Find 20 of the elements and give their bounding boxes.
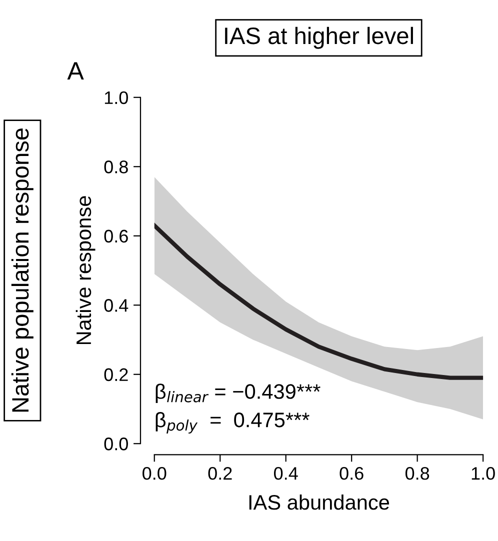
x-tick-label: 0.8 — [405, 467, 430, 480]
y-tick-label: 0.2 — [104, 368, 128, 382]
y-tick-label: 0.4 — [104, 299, 128, 312]
x-tick-label: 0.4 — [274, 467, 298, 480]
text: A — [67, 62, 84, 80]
text: Native population response — [11, 128, 34, 412]
y-tick-label: 0.6 — [104, 230, 128, 243]
chart-title: IAS at higher level — [225, 26, 413, 49]
x-tick-label: 0.6 — [340, 467, 364, 480]
y-tick-label: 0.8 — [104, 160, 128, 174]
line-series — [154, 223, 484, 380]
annotation: β$_{poly}$ = 0.475*** — [156, 412, 310, 434]
y-tick-label: 1.0 — [104, 91, 128, 104]
x-tick-label: 0.2 — [208, 467, 232, 480]
y-axis-title: Native response — [76, 196, 96, 344]
annotation: β$_{linear}$ = −0.439*** — [156, 384, 320, 404]
x-tick-label: 1.0 — [472, 467, 495, 480]
x-axis-title: IAS abundance — [249, 494, 390, 510]
x-tick-label: 0.0 — [142, 467, 166, 480]
y-tick-label: 0.0 — [104, 438, 128, 450]
